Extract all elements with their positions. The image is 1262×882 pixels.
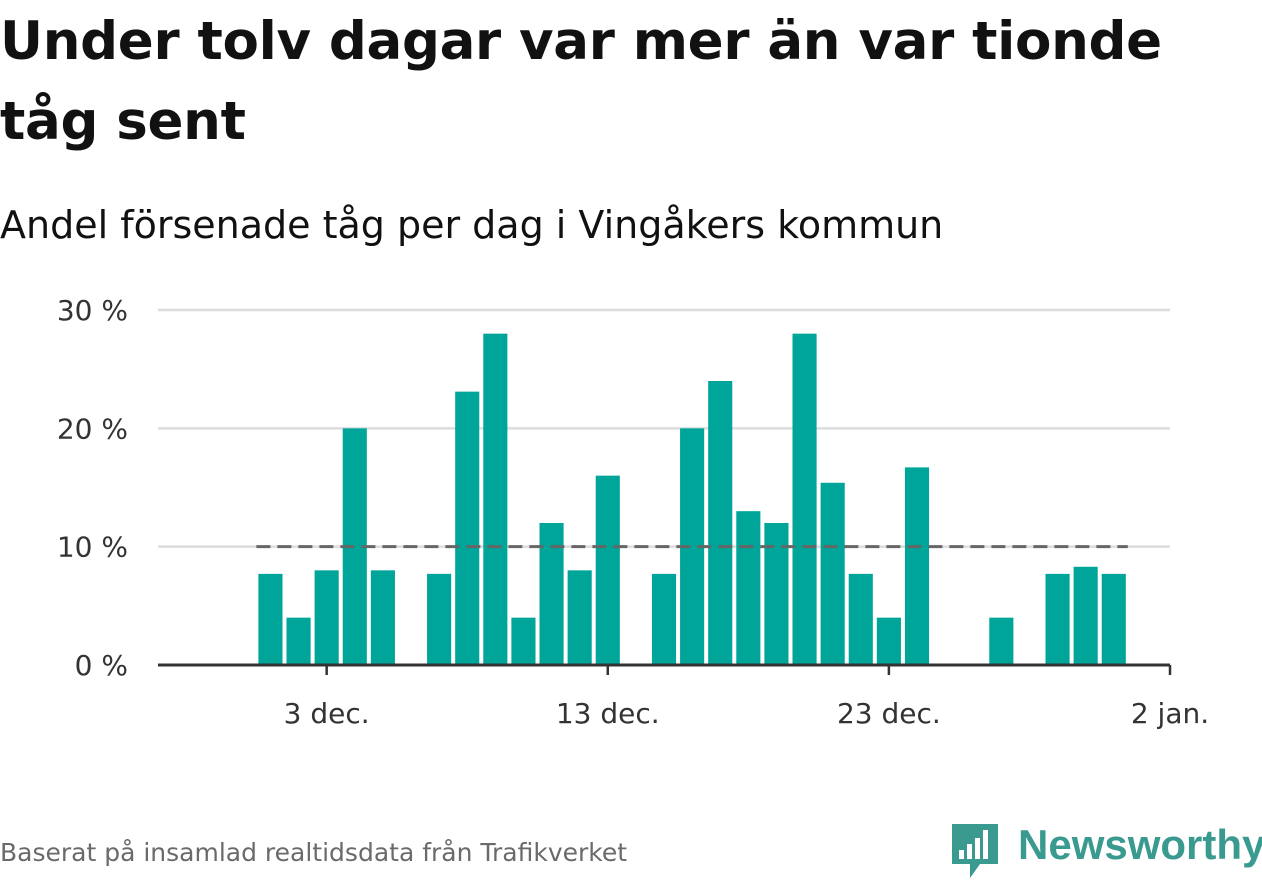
- bar: [1101, 573, 1126, 665]
- bar: [820, 482, 845, 665]
- bar: [483, 333, 508, 665]
- bar: [286, 617, 311, 665]
- bar: [595, 475, 620, 665]
- bar: [314, 570, 339, 665]
- bar: [989, 617, 1014, 665]
- bar: [511, 617, 536, 665]
- brand-logo[interactable]: Newsworthy: [950, 818, 1262, 880]
- chart-subtitle: Andel försenade tåg per dag i Vingåkers …: [0, 203, 944, 247]
- bar: [876, 617, 901, 665]
- bar-chart-speech-bubble-icon: [952, 824, 998, 878]
- bar: [1073, 566, 1098, 665]
- y-axis-tick-labels: 0 % 10 % 20 % 30 %: [57, 294, 128, 682]
- y-tick-label: 10 %: [57, 531, 128, 564]
- bar: [427, 573, 452, 665]
- bar: [736, 511, 761, 665]
- bar: [651, 573, 677, 665]
- bars: [258, 333, 1126, 665]
- x-tick-label: 13 dec.: [556, 697, 660, 730]
- source-note: Baserat på insamlad realtidsdata från Tr…: [0, 838, 628, 867]
- bar: [455, 391, 480, 665]
- bar: [1045, 573, 1070, 665]
- gridlines: [158, 308, 1170, 548]
- bar: [370, 570, 395, 665]
- bar: [904, 467, 930, 665]
- bar: [708, 381, 733, 665]
- y-tick-label: 20 %: [57, 412, 128, 445]
- y-tick-label: 30 %: [57, 294, 128, 327]
- x-tick-label: 23 dec.: [837, 697, 941, 730]
- bar: [258, 573, 283, 665]
- x-axis: [158, 663, 1172, 675]
- bar: [848, 573, 873, 665]
- x-tick-label: 2 jan.: [1131, 697, 1209, 730]
- bar: [539, 523, 564, 665]
- bar: [567, 570, 592, 665]
- x-axis-tick-labels: 3 dec. 13 dec. 23 dec. 2 jan.: [284, 697, 1209, 730]
- x-tick-label: 3 dec.: [284, 697, 370, 730]
- chart-title: Under tolv dagar var mer än var tionde t…: [0, 11, 1162, 152]
- bar: [764, 523, 789, 665]
- bar: [792, 333, 817, 665]
- brand-name: Newsworthy: [1018, 821, 1262, 868]
- y-tick-label: 0 %: [75, 649, 128, 682]
